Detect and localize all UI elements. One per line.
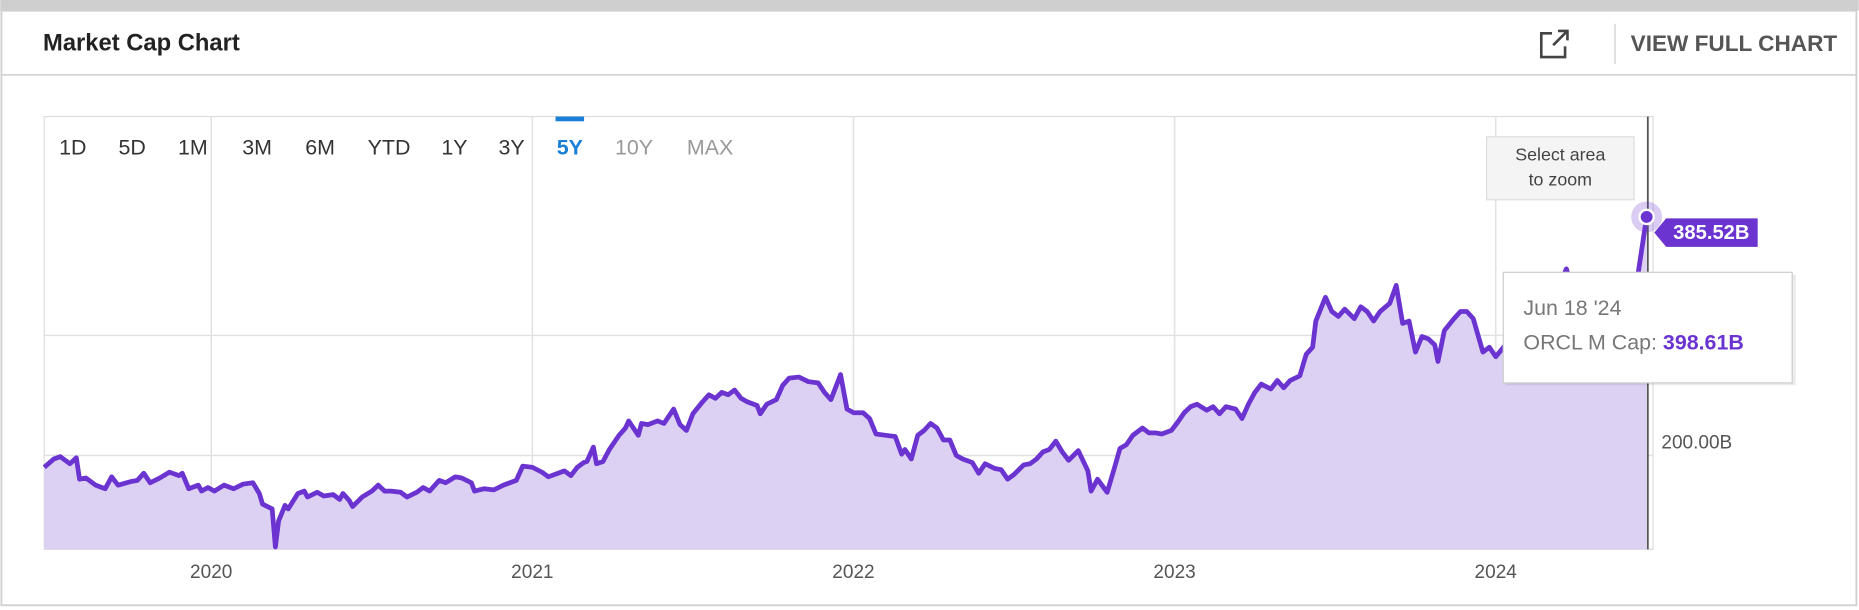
- zoom-hint: Select area: [1515, 144, 1605, 164]
- range-button: 10Y: [615, 135, 653, 159]
- area: [44, 216, 1647, 550]
- tooltip-value: 398.61B: [1663, 330, 1744, 354]
- range-button[interactable]: 3M: [242, 135, 272, 159]
- y-tick-label: 200.00B: [1661, 433, 1732, 454]
- range-button[interactable]: 3Y: [498, 135, 524, 159]
- x-tick-label: 2023: [1153, 562, 1195, 583]
- open-external-icon[interactable]: [1539, 29, 1569, 59]
- zoom-hint-box: [1485, 136, 1635, 201]
- top-bar: [0, 0, 1859, 11]
- range-button[interactable]: 1M: [178, 135, 208, 159]
- last-value-flag: [1654, 218, 1758, 247]
- active-indicator: [555, 116, 585, 122]
- tooltip-label: ORCL M Cap:: [1523, 330, 1657, 354]
- x-tick-label: 2024: [1475, 562, 1518, 583]
- tooltip-row: ORCL M Cap: 398.61B: [1523, 330, 1743, 354]
- x-tick-label: 2020: [190, 562, 232, 583]
- range-button[interactable]: 5D: [119, 135, 146, 159]
- x-tick-label: 2022: [832, 562, 874, 583]
- highlight-point: [1638, 208, 1655, 226]
- range-button: MAX: [687, 135, 733, 159]
- tooltip-box: [1502, 271, 1793, 384]
- range-button[interactable]: YTD: [368, 135, 411, 159]
- range-button[interactable]: 1D: [59, 135, 86, 159]
- overlay: Select area to zoom Jun 18 '24 ORCL M Cap…: [1485, 136, 1796, 386]
- range-button[interactable]: 5Y: [557, 135, 583, 159]
- panel-title: Market Cap Chart: [43, 29, 240, 56]
- zoom-hint: to zoom: [1529, 169, 1592, 189]
- range-button[interactable]: 1Y: [441, 135, 467, 159]
- tooltip-date: Jun 18 '24: [1523, 296, 1621, 320]
- range-button[interactable]: 6M: [305, 135, 335, 159]
- last-value-label: 385.52B: [1673, 222, 1749, 244]
- line: [42, 216, 1649, 550]
- x-tick-label: 2021: [511, 562, 553, 583]
- view-full-chart[interactable]: VIEW FULL CHART: [1631, 31, 1838, 56]
